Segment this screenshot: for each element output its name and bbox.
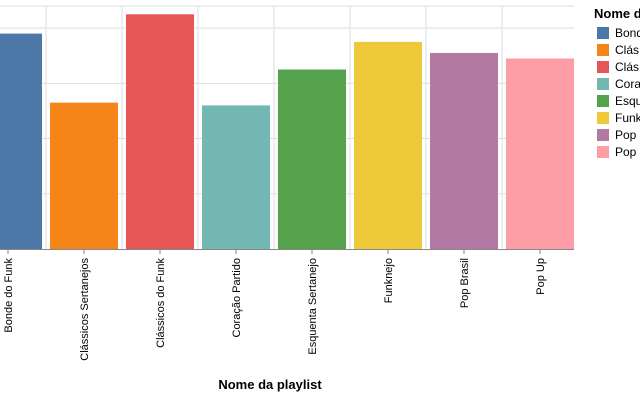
bar: [50, 102, 118, 249]
bars: [0, 14, 574, 250]
legend-label: Esqu: [615, 94, 640, 108]
x-tick-label: Clássicos do Funk: [155, 258, 167, 348]
legend-swatch: [597, 129, 609, 141]
bar: [0, 33, 42, 250]
bar: [202, 105, 270, 249]
legend-label: Bonde: [615, 26, 640, 40]
bar: [126, 14, 194, 250]
legend-label: Pop: [615, 145, 637, 159]
legend-swatch: [597, 78, 609, 90]
bar: [506, 58, 574, 249]
x-tick-label: Coração Partido: [231, 258, 243, 338]
legend-swatch: [597, 95, 609, 107]
legend-label: Cora: [615, 77, 640, 91]
x-axis-title: Nome da playlist: [218, 377, 322, 392]
bar: [278, 69, 346, 250]
bar: [430, 52, 498, 250]
legend-swatch: [597, 44, 609, 56]
legend-swatch: [597, 27, 609, 39]
legend-swatch: [597, 112, 609, 124]
x-tick-label: Esquenta Sertanejo: [307, 258, 319, 355]
x-tick-label: Funknejo: [383, 258, 395, 303]
x-tick-label: Clássicos Sertanejos: [79, 258, 91, 361]
legend-swatch: [597, 61, 609, 73]
legend-label: Pop: [615, 128, 637, 142]
legend-label: Funk: [615, 111, 640, 125]
bar: [354, 41, 422, 249]
x-axis: Bonde do Funk Clássicos Sertanejos Clássic…: [0, 249, 574, 361]
legend: Nome da playlist Bonde Clás Clás Cora Esqu Fu…: [594, 6, 640, 159]
x-tick-label: Pop Up: [535, 258, 547, 295]
x-tick-label: Bonde do Funk: [3, 258, 15, 333]
legend-swatch: [597, 146, 609, 158]
legend-label: Clás: [615, 43, 639, 57]
legend-title: Nome da playlist: [594, 6, 640, 21]
legend-label: Clás: [615, 60, 639, 74]
x-tick-label: Pop Brasil: [459, 258, 471, 308]
